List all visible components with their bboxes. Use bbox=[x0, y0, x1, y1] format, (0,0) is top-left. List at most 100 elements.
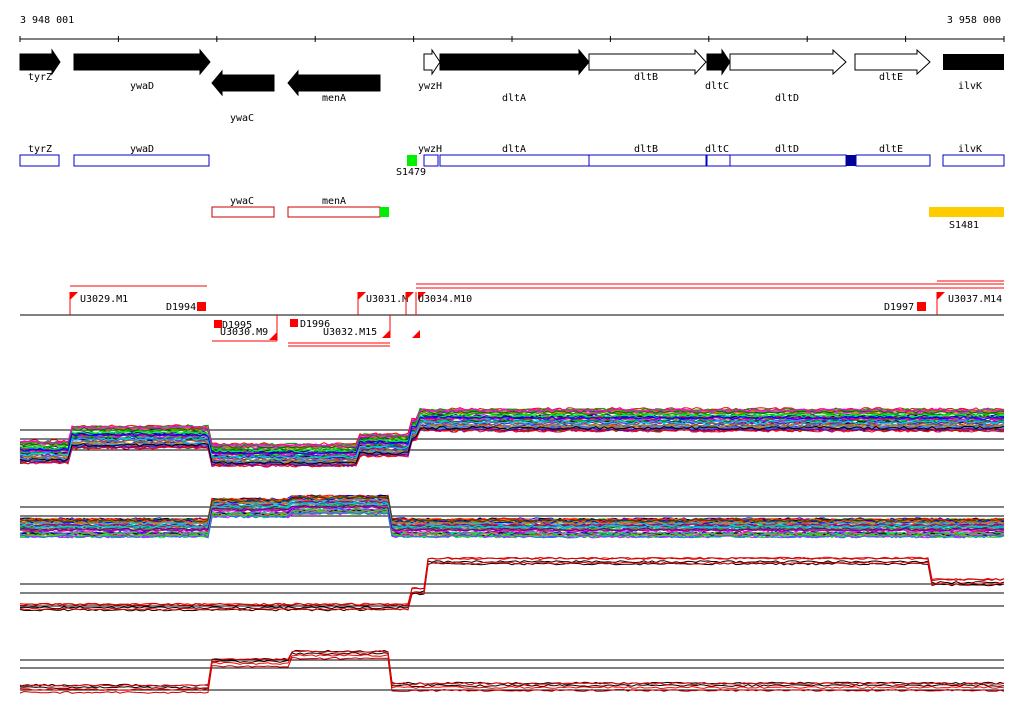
tu-label-U3037[interactable]: U3037.M14 bbox=[948, 294, 1002, 305]
expression-profile bbox=[19, 420, 1005, 460]
expression-profile bbox=[19, 656, 1005, 694]
terminator-D1996[interactable] bbox=[290, 319, 298, 327]
coord-start: 3 948 001 bbox=[20, 15, 74, 26]
fwd-label-ilvK: ilvK bbox=[958, 144, 982, 155]
expression-profile bbox=[20, 495, 1005, 522]
transcription-unit-track: U3029.M1 D1994 D1995 U3030.M9 D1996 U303… bbox=[20, 280, 1004, 347]
fwd-box-dltA[interactable] bbox=[439, 154, 590, 167]
fwd-box-ywaD[interactable] bbox=[73, 154, 210, 167]
gene-arrow-ywzH[interactable] bbox=[423, 48, 441, 76]
tu-label-U3032[interactable]: U3032.M15 bbox=[323, 327, 377, 338]
fwd-box-dltB[interactable] bbox=[588, 154, 707, 167]
expression-panel-summary-reverse bbox=[19, 649, 1005, 694]
terminator-D1997[interactable] bbox=[917, 302, 926, 311]
terminator-label-D1997: D1997 bbox=[884, 302, 914, 313]
tu-start-flag bbox=[358, 292, 366, 300]
tu-label-U3030[interactable]: U3030.M9 bbox=[220, 327, 268, 338]
expression-profile bbox=[19, 501, 1004, 529]
gene-label-dltE: dltE bbox=[879, 72, 903, 83]
tu-label-U3029[interactable]: U3029.M1 bbox=[80, 294, 128, 305]
fwd-label-tyrZ: tyrZ bbox=[28, 144, 52, 155]
terminator-D1994[interactable] bbox=[197, 302, 206, 311]
gene-arrow-dltB[interactable] bbox=[588, 48, 707, 76]
expression-profile bbox=[19, 504, 1005, 532]
feature-dark-block[interactable] bbox=[846, 155, 856, 166]
expression-profile bbox=[19, 415, 1005, 455]
gene-arrow-dltE[interactable] bbox=[854, 48, 931, 76]
tu-start-flag bbox=[937, 292, 945, 300]
expression-profile bbox=[19, 495, 1005, 523]
expression-profile bbox=[19, 408, 1005, 448]
fwd-box-ywzH[interactable] bbox=[423, 154, 439, 167]
gene-label-ywaD: ywaD bbox=[130, 81, 154, 92]
expression-profile bbox=[19, 652, 1005, 689]
forward-strand-track: tyrZ ywaD S1479 ywzH dltA dltB dltC dltD… bbox=[19, 144, 1005, 178]
expression-profile bbox=[19, 411, 1005, 451]
tu-start-flag bbox=[406, 292, 414, 300]
expression-profile bbox=[19, 407, 1005, 447]
expression-profile bbox=[19, 494, 1005, 522]
expression-profile bbox=[19, 511, 1005, 539]
fwd-box-ilvK[interactable] bbox=[942, 154, 1005, 167]
rev-box-menA[interactable] bbox=[287, 206, 381, 218]
rev-label-ywaC: ywaC bbox=[230, 196, 254, 207]
fwd-label-ywaD: ywaD bbox=[130, 144, 154, 155]
expression-panel-multi-forward bbox=[19, 407, 1005, 468]
terminator-label-D1994: D1994 bbox=[166, 302, 196, 313]
expression-profile bbox=[19, 496, 1005, 524]
feature-S1481[interactable] bbox=[929, 207, 1004, 217]
gene-label-ilvK: ilvK bbox=[958, 81, 982, 92]
expression-profile bbox=[19, 425, 1005, 465]
tu-end-flag bbox=[382, 330, 390, 338]
expression-profile bbox=[19, 556, 1005, 607]
feature-green-small[interactable] bbox=[380, 207, 389, 217]
fwd-label-dltC: dltC bbox=[705, 144, 729, 155]
fwd-box-dltC[interactable] bbox=[706, 154, 731, 167]
terminator-label-D1996: D1996 bbox=[300, 319, 330, 330]
gene-arrow-menA[interactable] bbox=[287, 69, 381, 97]
feature-S1479[interactable] bbox=[407, 155, 417, 166]
gene-arrow-tyrZ[interactable] bbox=[19, 48, 61, 76]
reverse-strand-track: ywaC menA S1481 bbox=[211, 196, 1004, 231]
gene-arrow-ywaD[interactable] bbox=[73, 48, 211, 76]
tu-end-flag bbox=[269, 332, 277, 340]
gene-label-dltC: dltC bbox=[705, 81, 729, 92]
expression-profile bbox=[19, 427, 1005, 467]
gene-label-ywaC: ywaC bbox=[230, 113, 254, 124]
rev-box-ywaC[interactable] bbox=[211, 206, 275, 218]
expression-profile bbox=[19, 409, 1005, 450]
tu-start-flag bbox=[70, 292, 78, 300]
gene-label-dltD: dltD bbox=[775, 93, 799, 104]
rev-label-menA: menA bbox=[322, 196, 346, 207]
fwd-box-tyrZ[interactable] bbox=[19, 154, 60, 167]
coord-end: 3 958 000 bbox=[947, 15, 1001, 26]
expression-profile bbox=[19, 500, 1005, 528]
gene-arrow-dltA[interactable] bbox=[439, 48, 590, 76]
expression-profile bbox=[19, 494, 1005, 522]
fwd-label-dltD: dltD bbox=[775, 144, 799, 155]
gene-arrow-dltD[interactable] bbox=[729, 48, 847, 76]
expression-profile bbox=[20, 494, 1005, 522]
expression-profile bbox=[19, 422, 1005, 462]
gene-label-ywzH: ywzH bbox=[418, 81, 442, 92]
tu-label-U3034[interactable]: U3034.M10 bbox=[418, 294, 472, 305]
expression-profile bbox=[19, 496, 1004, 524]
expression-profile bbox=[19, 413, 1005, 453]
tu-label-U3031[interactable]: U3031.M bbox=[366, 294, 408, 305]
gene-arrow-dltC[interactable] bbox=[706, 48, 731, 76]
fwd-label-ywzH: ywzH bbox=[418, 144, 442, 155]
gene-arrow-ywaC[interactable] bbox=[211, 69, 275, 97]
terminator-D1995[interactable] bbox=[214, 320, 222, 328]
fwd-box-dltD[interactable] bbox=[729, 154, 847, 167]
expression-profile bbox=[19, 504, 1005, 532]
feature-label-S1479: S1479 bbox=[396, 167, 426, 178]
gene-arrow-ilvK[interactable] bbox=[943, 54, 1004, 70]
expression-profile bbox=[19, 560, 1005, 610]
fwd-label-dltA: dltA bbox=[502, 144, 526, 155]
expression-panel-summary-forward bbox=[19, 556, 1005, 612]
gene-label-dltA: dltA bbox=[502, 93, 526, 104]
expression-profile bbox=[19, 416, 1005, 456]
fwd-box-dltE[interactable] bbox=[855, 154, 931, 167]
